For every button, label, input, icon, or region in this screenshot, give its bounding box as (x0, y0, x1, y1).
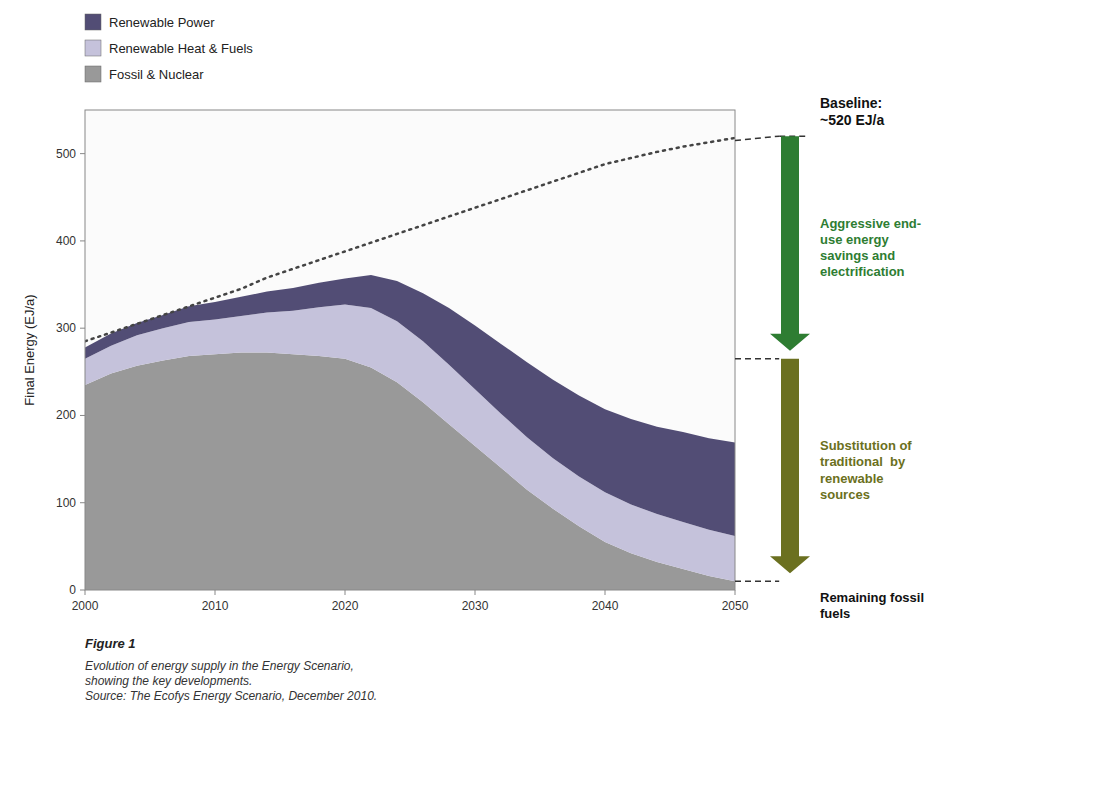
caption-line: Source: The Ecofys Energy Scenario, Dece… (85, 689, 377, 703)
x-tick-label: 2010 (202, 599, 229, 613)
annotation: Baseline:~520 EJ/a (820, 95, 884, 129)
caption-line: showing the key developments. (85, 674, 252, 688)
annotation-line: Remaining fossil (820, 590, 924, 605)
caption-line: Evolution of energy supply in the Energy… (85, 659, 354, 673)
annotation-line: Aggressive end- (820, 216, 921, 231)
x-tick-label: 2020 (332, 599, 359, 613)
reference-line (735, 581, 779, 583)
legend-label: Renewable Power (109, 15, 215, 30)
legend-swatch (85, 14, 101, 30)
x-tick (215, 590, 216, 595)
reference-line (735, 136, 779, 140)
annotation-line: sources (820, 487, 870, 502)
reference-line (735, 358, 779, 360)
annotation-line: renewable (820, 471, 884, 486)
x-tick (735, 590, 736, 595)
y-tick (80, 415, 85, 416)
x-tick-label: 2030 (462, 599, 489, 613)
plot-area (85, 110, 735, 590)
annotation: Remaining fossilfuels (820, 590, 924, 621)
caption-title-line: Figure 1 (85, 636, 136, 651)
annotation-line: fuels (820, 606, 850, 621)
y-axis-label: Final Energy (EJ/a) (22, 294, 37, 405)
annotation: Aggressive end-use energysavings andelec… (820, 216, 921, 280)
annotation-line: savings and (820, 248, 895, 263)
baseline-line (85, 138, 735, 341)
annotation-line: electrification (820, 264, 905, 279)
caption-title: Figure 1 (85, 636, 136, 651)
annotation-line: use energy (820, 232, 889, 247)
annotation-line: Substitution of (820, 438, 912, 453)
x-tick-label: 2000 (72, 599, 99, 613)
x-tick (605, 590, 606, 595)
x-tick (475, 590, 476, 595)
arrow (770, 136, 810, 351)
x-tick-label: 2050 (722, 599, 749, 613)
y-tick-label: 300 (56, 321, 76, 335)
annotation: Substitution oftraditional by renewableso… (820, 438, 912, 502)
y-tick (80, 502, 85, 503)
plot-frame (85, 110, 735, 590)
y-tick (80, 240, 85, 241)
x-tick (345, 590, 346, 595)
x-tick-label: 2040 (592, 599, 619, 613)
y-tick-label: 500 (56, 147, 76, 161)
legend-swatch (85, 66, 101, 82)
annotation-line: ~520 EJ/a (820, 112, 884, 128)
y-tick-label: 200 (56, 408, 76, 422)
area (85, 275, 735, 536)
caption: Evolution of energy supply in the Energy… (85, 659, 377, 703)
marks (85, 138, 735, 590)
arrow (770, 359, 810, 574)
y-tick (80, 590, 85, 591)
chart: 0 100 200 300 400 500 2000 2010 2020 2030 2040 2050… (0, 0, 1105, 787)
y-tick-label: 100 (56, 496, 76, 510)
legend-swatch (85, 40, 101, 56)
y-tick (80, 328, 85, 329)
y-tick-label: 400 (56, 234, 76, 248)
annotation-line: Baseline: (820, 95, 882, 111)
background (0, 0, 1105, 787)
y-tick (80, 153, 85, 154)
annotation-line: traditional by (820, 454, 906, 469)
legend-label: Fossil & Nuclear (109, 67, 204, 82)
y-tick-label: 0 (69, 583, 76, 597)
x-tick (85, 590, 86, 595)
legend-label: Renewable Heat & Fuels (109, 41, 253, 56)
